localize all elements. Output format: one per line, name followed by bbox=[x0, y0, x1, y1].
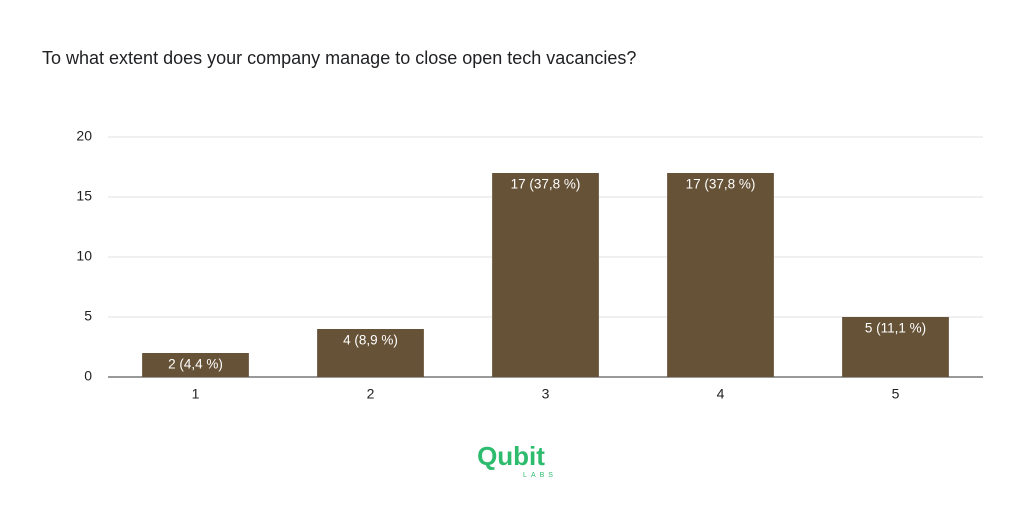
logo-name: Qubit bbox=[477, 441, 545, 471]
chart-title: To what extent does your company manage … bbox=[42, 48, 636, 68]
value-label: 17 (37,8 %) bbox=[686, 177, 756, 192]
value-label: 5 (11,1 %) bbox=[865, 321, 926, 336]
y-tick-label: 10 bbox=[76, 248, 92, 264]
x-tick-label: 3 bbox=[542, 386, 550, 402]
bar bbox=[317, 329, 424, 377]
logo-sub: LABS bbox=[523, 472, 557, 479]
x-tick-label: 5 bbox=[892, 386, 900, 402]
y-tick-label: 20 bbox=[76, 128, 92, 144]
value-label: 17 (37,8 %) bbox=[511, 177, 581, 192]
bar bbox=[842, 317, 949, 377]
y-tick-label: 5 bbox=[84, 308, 92, 324]
x-tick-label: 2 bbox=[367, 386, 375, 402]
value-label: 2 (4,4 %) bbox=[168, 357, 223, 372]
bar bbox=[492, 173, 599, 377]
bar bbox=[667, 173, 774, 377]
y-tick-label: 15 bbox=[76, 188, 92, 204]
x-tick-label: 1 bbox=[192, 386, 200, 402]
y-tick-label: 0 bbox=[84, 368, 92, 384]
x-tick-label: 4 bbox=[717, 386, 725, 402]
value-label: 4 (8,9 %) bbox=[343, 333, 398, 348]
bar bbox=[142, 353, 249, 377]
